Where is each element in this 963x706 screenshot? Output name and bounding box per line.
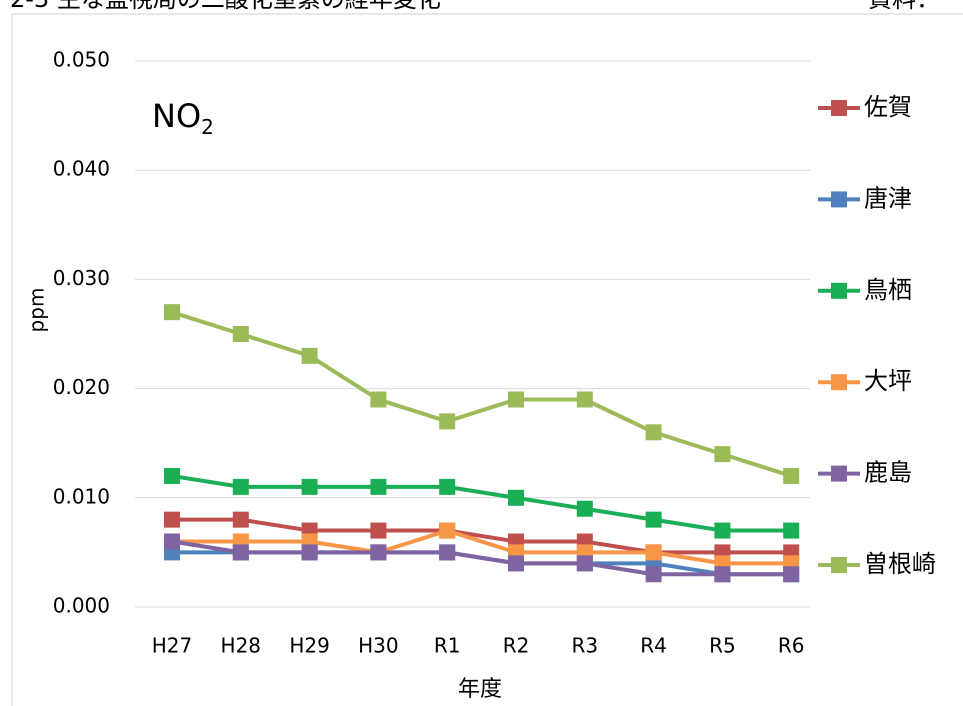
x-tick-label: H28: [221, 634, 262, 658]
data-point: [508, 391, 524, 408]
data-point: [576, 391, 593, 408]
data-point: [783, 566, 800, 583]
y-tick-label: 0.020: [53, 375, 110, 399]
x-tick-label: H30: [358, 634, 399, 658]
x-tick-label: R2: [503, 634, 530, 658]
data-point: [714, 522, 731, 539]
data-point: [576, 500, 593, 517]
legend-label: 鹿島: [864, 459, 912, 487]
x-tick-label: R1: [434, 634, 461, 658]
legend-label: 大坪: [864, 367, 912, 395]
y-axis-label: ppm: [25, 288, 49, 333]
data-point: [576, 555, 593, 572]
data-point: [783, 522, 800, 539]
data-point: [370, 391, 387, 408]
annotation-text: NO: [152, 97, 201, 135]
series-line: [172, 517, 792, 555]
series-line: [171, 310, 792, 478]
data-point: [301, 544, 318, 561]
data-point: [232, 511, 249, 528]
data-point: [508, 489, 524, 506]
data-point: [164, 467, 180, 484]
data-point: [714, 566, 731, 583]
y-tick-label: 0.000: [53, 594, 110, 618]
legend-marker: [831, 557, 847, 573]
data-point: [370, 478, 387, 495]
x-tick-label: R5: [709, 634, 736, 658]
data-point: [645, 544, 662, 561]
x-tick-label: H29: [289, 634, 330, 658]
data-point: [508, 555, 524, 572]
data-point: [232, 544, 249, 561]
data-point: [370, 544, 387, 561]
legend-marker: [831, 100, 847, 116]
data-point: [370, 522, 387, 539]
data-point: [232, 326, 249, 342]
annotation: NO2: [152, 97, 214, 139]
series-line: [171, 539, 792, 577]
legend-label: 鳥栖: [864, 276, 912, 304]
data-point: [783, 467, 800, 484]
data-point: [439, 522, 456, 539]
data-point: [645, 566, 662, 583]
data-point: [164, 533, 180, 550]
legend-label: 佐賀: [864, 93, 912, 121]
legend-marker: [831, 191, 847, 208]
legend-label: 曽根崎: [864, 550, 936, 578]
chart-title: 2-3 主な監視局の二酸化窒素の経年変化: [10, 0, 441, 13]
x-tick-label: H27: [152, 634, 193, 658]
legend-label: 唐津: [864, 184, 912, 212]
data-point: [164, 304, 180, 321]
data-point: [439, 478, 456, 495]
legend-marker: [831, 465, 847, 482]
source-note: 資料：: [868, 0, 940, 13]
data-point: [301, 478, 318, 495]
y-tick-label: 0.030: [53, 266, 110, 290]
data-point: [439, 544, 456, 561]
data-point: [164, 511, 180, 528]
series-line: [172, 528, 792, 566]
data-point: [645, 424, 662, 441]
series-line: [171, 473, 792, 533]
data-point: [232, 478, 249, 495]
x-tick-label: R3: [571, 634, 598, 658]
data-point: [301, 347, 318, 364]
annotation-subscript: 2: [201, 115, 214, 139]
y-tick-label: 0.010: [53, 484, 110, 508]
data-point: [439, 413, 456, 430]
data-point: [714, 446, 731, 463]
chart-frame: [11, 13, 963, 706]
x-tick-label: R4: [640, 634, 667, 658]
legend-marker: [831, 282, 847, 299]
x-axis-label: 年度: [458, 677, 502, 702]
x-tick-label: R6: [778, 634, 805, 658]
data-point: [645, 511, 662, 528]
y-tick-label: 0.040: [53, 157, 110, 181]
y-tick-label: 0.050: [53, 48, 110, 72]
legend-marker: [831, 374, 847, 391]
